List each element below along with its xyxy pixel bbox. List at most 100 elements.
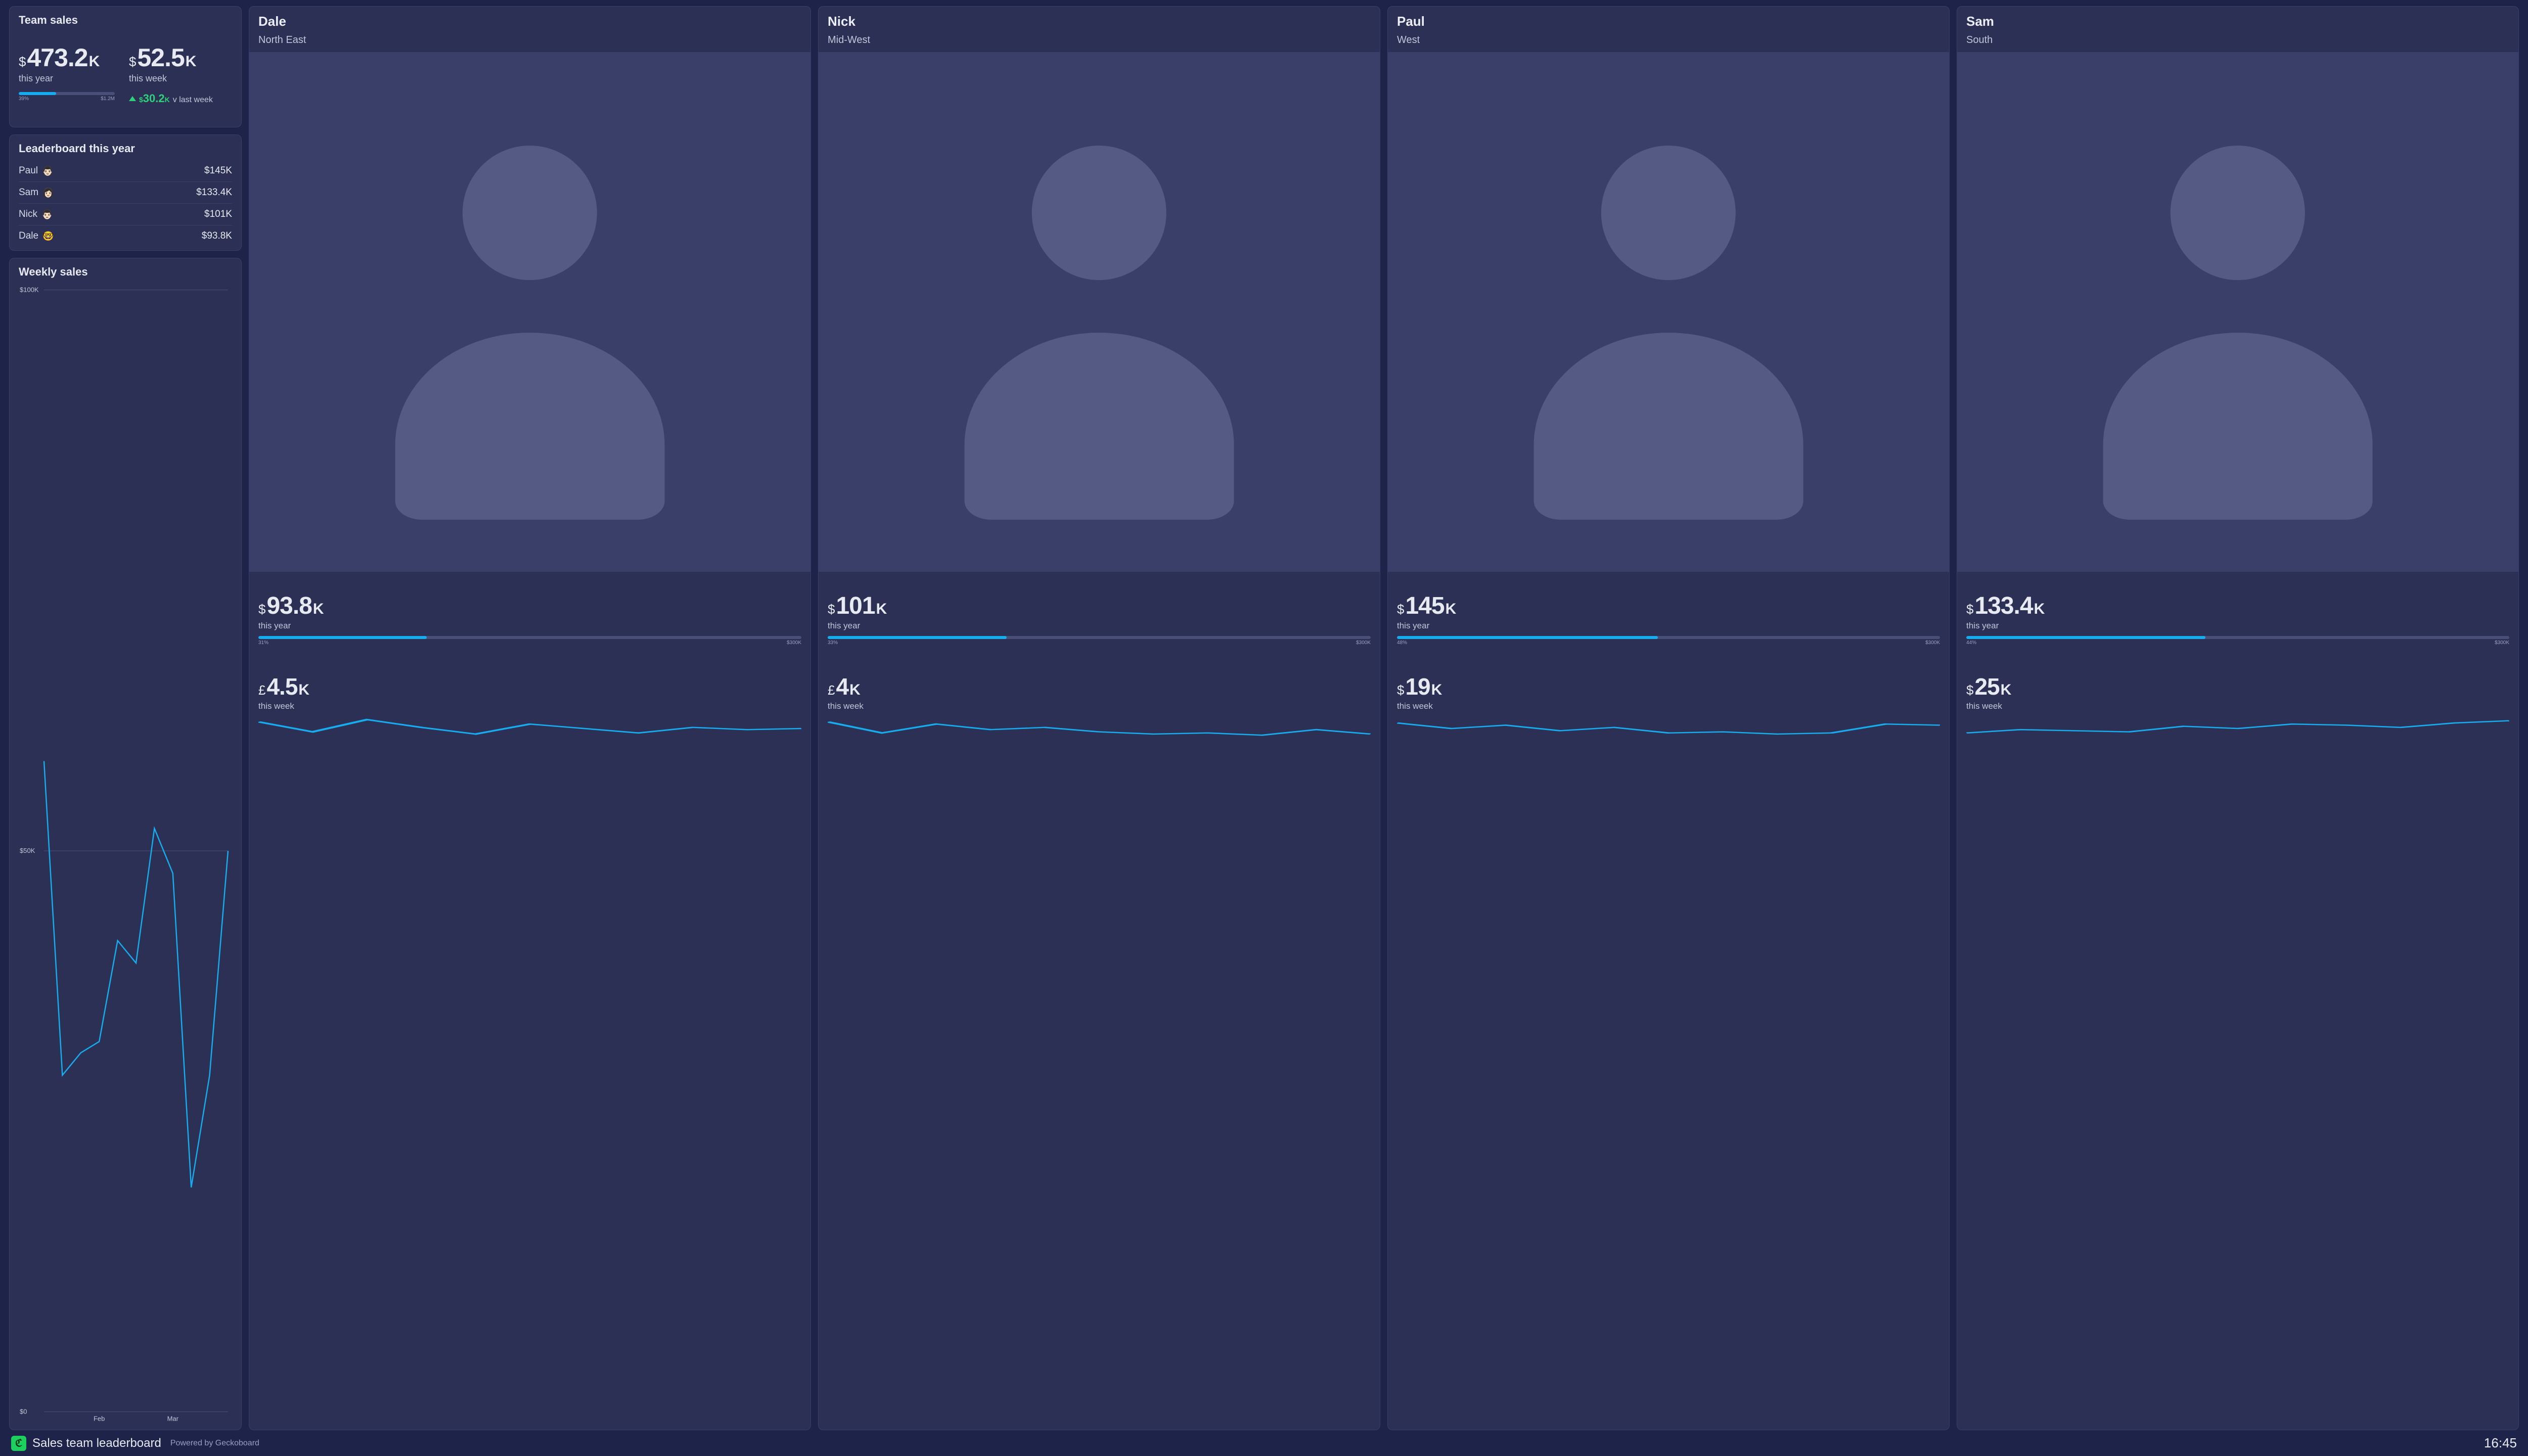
weekly-chart-area: $0$50K$100KFebMar (19, 285, 232, 1425)
value-number: 145 (1405, 592, 1444, 620)
person-photo (819, 52, 1380, 572)
progress-labels: 44%$300K (1966, 640, 2509, 646)
leaderboard-card: Leaderboard this year Paul👨🏻$145KSam👩🏻$1… (9, 134, 242, 251)
team-sales-year-progress: 39% $1.2M (19, 92, 115, 101)
footer: ℭ Sales team leaderboard Powered by Geck… (9, 1430, 2519, 1453)
progress-bar (19, 92, 115, 95)
leaderboard-name: Sam👩🏻 (19, 187, 54, 198)
progress-bar (1966, 636, 2509, 639)
team-sales-delta: $30.2K v last week (129, 92, 213, 105)
svg-text:$50K: $50K (20, 847, 35, 854)
value-number: 25 (1974, 673, 1999, 700)
leaderboard-value: $133.4K (196, 187, 232, 198)
footer-time: 16:45 (2484, 1435, 2517, 1451)
leaderboard-row: Dale🤓$93.8K (19, 225, 232, 247)
value-suffix: K (186, 53, 197, 70)
person-week-metric: £4Kthis week (828, 673, 1371, 711)
value-number: 101 (836, 592, 875, 620)
value-suffix: K (165, 96, 170, 104)
person-year-label: this year (828, 621, 1371, 631)
leaderboard-value: $93.8K (202, 231, 232, 242)
person-week-metric: $25Kthis week (1966, 673, 2509, 711)
currency-symbol: £ (258, 682, 265, 698)
currency-symbol: £ (828, 682, 835, 698)
value-number: 19 (1405, 673, 1430, 700)
value-number: 133.4 (1974, 592, 2033, 620)
progress-bar (828, 636, 1371, 639)
trend-up-icon (129, 96, 136, 101)
avatar-silhouette-icon (362, 104, 698, 520)
leaderboard-value: $101K (204, 209, 232, 220)
person-week-value: $19K (1397, 673, 1940, 700)
person-year-value: $145K (1397, 592, 1940, 620)
person-week-metric: £4.5Kthis week (258, 673, 801, 711)
progress-pct-label: 39% (19, 96, 29, 102)
person-year-value: $93.8K (258, 592, 801, 620)
team-sales-title: Team sales (19, 14, 232, 27)
person-card-dale: DaleNorth East$93.8Kthis year31%$300K£4.… (249, 6, 811, 1430)
person-year-progress: 33%$300K (828, 636, 1371, 646)
avatar-emoji-icon: 👩🏻 (42, 188, 54, 198)
person-year-metric: $93.8Kthis year31%$300K (258, 592, 801, 646)
svg-text:$0: $0 (20, 1408, 27, 1416)
person-photo (249, 52, 810, 572)
person-week-value: $25K (1966, 673, 2509, 700)
avatar-silhouette-icon (931, 104, 1268, 520)
person-year-progress: 48% $300K (1397, 636, 1940, 646)
progress-pct-label: 48% (1397, 640, 1407, 646)
progress-fill (1966, 636, 2205, 639)
value-suffix: K (1431, 681, 1442, 699)
person-week-label: this week (828, 701, 1371, 711)
person-sparkline (1397, 716, 1940, 741)
footer-powered-by: Powered by Geckoboard (170, 1439, 259, 1448)
avatar-emoji-icon: 👨🏻 (41, 209, 53, 220)
progress-pct-label: 31% (258, 640, 268, 646)
currency-symbol: $ (828, 602, 835, 617)
person-year-metric: $101Kthis year 33%$300K (828, 592, 1371, 646)
value-number: 93.8 (266, 592, 311, 620)
value-number: 473.2 (27, 43, 87, 72)
person-year-metric: $133.4Kthis year 44%$300K (1966, 592, 2509, 646)
progress-pct-label: 33% (828, 640, 838, 646)
progress-fill (19, 92, 56, 95)
avatar-emoji-icon: 👨🏻 (42, 166, 53, 176)
team-sales-week-metric: $ 52.5 K this week $30.2K v last week (129, 43, 213, 105)
person-year-label: this year (1966, 621, 2509, 631)
person-region: Mid-West (828, 34, 1371, 46)
person-year-value: $133.4K (1966, 592, 2509, 620)
svg-text:Feb: Feb (94, 1415, 105, 1423)
value-number: 30.2 (143, 92, 165, 105)
avatar-silhouette-icon (1500, 104, 1837, 520)
progress-bar (1397, 636, 1940, 639)
weekly-sales-card: Weekly sales $0$50K$100KFebMar (9, 258, 242, 1430)
person-name: Nick (828, 14, 1371, 29)
progress-target-label: $300K (1925, 640, 1940, 646)
team-sales-metrics: $ 473.2 K this year 39% $1.2M (19, 43, 232, 105)
progress-labels: 48% $300K (1397, 640, 1940, 646)
person-name: Sam (1966, 14, 2509, 29)
person-year-metric: $145Kthis year48%$300K (1397, 592, 1940, 646)
footer-title: Sales team leaderboard (32, 1436, 161, 1450)
progress-labels: 33%$300K (828, 640, 1371, 646)
value-number: 52.5 (137, 43, 184, 72)
leaderboard-title: Leaderboard this year (19, 142, 232, 155)
person-card-paul: PaulWest$145Kthis year48%$300K$19Kthis w… (1387, 6, 1950, 1430)
value-suffix: K (849, 681, 861, 699)
team-sales-week-label: this week (129, 73, 213, 84)
team-sales-week-value: $ 52.5 K (129, 43, 213, 72)
delta-label: v last week (173, 96, 213, 105)
person-region: South (1966, 34, 2509, 46)
person-year-progress: 31%$300K (258, 636, 801, 646)
person-sparkline (1966, 716, 2509, 741)
person-week-label: this week (258, 701, 801, 711)
value-suffix: K (1446, 601, 1457, 618)
svg-text:Mar: Mar (167, 1415, 179, 1423)
currency-symbol: $ (258, 602, 265, 617)
team-sales-year-label: this year (19, 73, 115, 84)
delta-value: $30.2K (139, 92, 170, 105)
person-year-value: $101K (828, 592, 1371, 620)
currency-symbol: $ (1397, 682, 1404, 698)
currency-symbol: $ (1966, 682, 1973, 698)
currency-symbol: $ (19, 54, 26, 70)
progress-target-label: $300K (2495, 640, 2509, 646)
